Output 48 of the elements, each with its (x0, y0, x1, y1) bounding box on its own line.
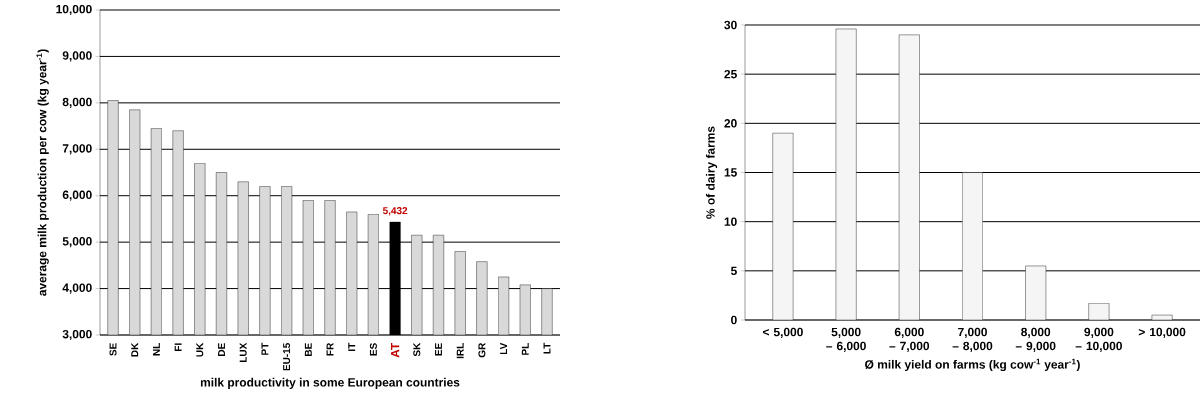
y-tick-label: 9,000 (62, 51, 92, 62)
x-tick-label: LT (543, 342, 551, 354)
x-tick-label: > 10,000 (1138, 327, 1186, 338)
x-tick-label: LV (500, 342, 508, 355)
x-tick-label: EE (435, 343, 442, 356)
y-tick-label: 25 (724, 69, 737, 79)
y-tick-label: 7,000 (62, 144, 92, 155)
x-tick-label: < 5,000 (762, 327, 803, 338)
x-tick-label: DE (218, 343, 225, 356)
x-tick-label: UK (196, 342, 204, 357)
data-label: 5,432 (382, 207, 408, 216)
y-tick-label: 15 (724, 168, 737, 177)
y-tick-label: 20 (724, 119, 737, 128)
x-tick-label: EU-15 (283, 343, 291, 371)
x-tick-label: PL (521, 343, 529, 355)
y-tick-label: 3,000 (62, 329, 92, 341)
x-tick-label: 5,000 – 6,000 (826, 327, 866, 352)
y-tick-label: 30 (724, 20, 737, 30)
x-tick-label: DK (131, 342, 139, 357)
x-tick-label: SK (413, 342, 421, 357)
x-tick-label: IT (348, 342, 356, 351)
x-tick-label: NL (152, 343, 160, 356)
x-tick-label: LUX (239, 342, 247, 363)
x-tick-label: 8,000 – 9,000 (1015, 327, 1056, 352)
y-tick-label: 10 (724, 217, 737, 226)
y-tick-label: 5,000 (62, 237, 92, 248)
y-tick-label: 4,000 (62, 283, 92, 294)
x-tick-label: SE (109, 343, 117, 356)
x-tick-label: 7,000 – 8,000 (952, 327, 993, 352)
x-axis-title: milk productivity in some European countries (200, 377, 460, 389)
x-tick-label: 9,000 – 10,000 (1075, 327, 1122, 352)
x-tick-label: FI (174, 343, 182, 351)
y-tick-label: 5 (730, 266, 737, 275)
x-tick-label: BE (304, 343, 312, 356)
x-tick-label: AT (390, 342, 400, 358)
y-tick-label: 10,000 (56, 4, 92, 16)
x-tick-label: 6,000 – 7,000 (889, 327, 930, 352)
x-tick-label: IRL (456, 343, 464, 359)
x-tick-label: GR (478, 342, 486, 358)
y-tick-label: 8,000 (62, 97, 92, 108)
y-axis-title: average milk production per cow (kg year$^{-1}$) (36, 49, 49, 296)
y-tick-label: 0 (731, 315, 737, 325)
y-axis-title: % of dairy farms (705, 126, 718, 219)
x-tick-label: PT (261, 342, 269, 355)
x-tick-label: FR (326, 342, 334, 356)
x-tick-label: ES (369, 343, 377, 356)
y-tick-label: 6,000 (62, 190, 92, 201)
x-axis-title: Ø milk yield on farms (kg cow$^{-1}$ year$^{-1}$) (865, 358, 1080, 372)
